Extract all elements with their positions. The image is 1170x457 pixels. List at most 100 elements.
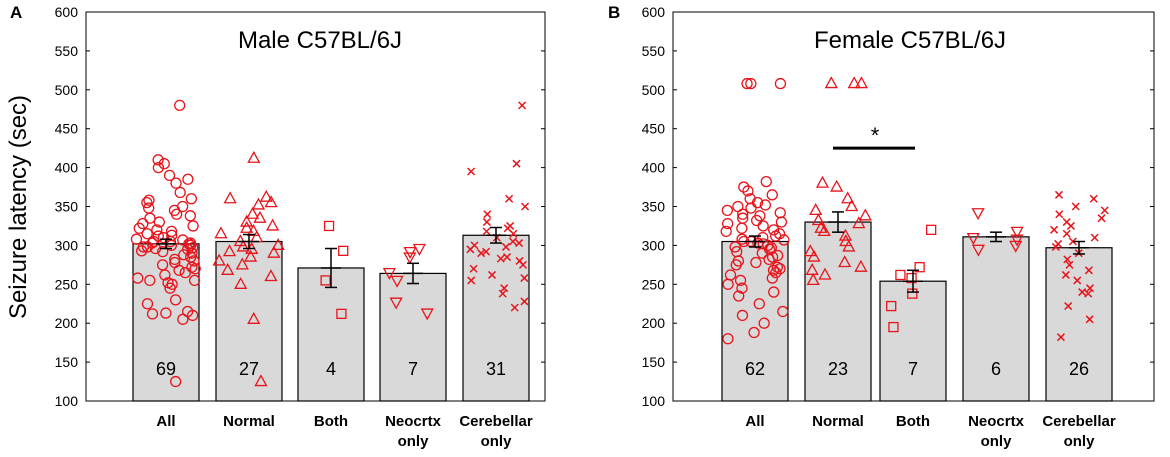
data-point	[165, 225, 178, 238]
category-label: Cerebellar	[459, 413, 533, 430]
data-point	[512, 159, 521, 168]
data-point	[496, 254, 505, 263]
data-point	[768, 286, 780, 298]
y-tick-label: 600	[55, 4, 79, 20]
data-point	[222, 244, 237, 257]
data-point	[266, 218, 280, 231]
data-point	[467, 276, 476, 285]
data-point	[338, 245, 349, 256]
data-point	[738, 181, 750, 193]
data-point	[766, 189, 778, 201]
data-point	[1065, 260, 1074, 269]
data-point	[234, 276, 248, 289]
data-point	[188, 274, 201, 287]
data-point	[745, 77, 757, 90]
data-point	[412, 243, 427, 256]
data-point	[748, 326, 760, 339]
category-label: All	[156, 413, 175, 430]
data-point	[518, 101, 527, 110]
data-point	[403, 246, 417, 259]
data-point	[886, 300, 897, 312]
data-point	[1089, 194, 1098, 203]
data-point	[750, 256, 762, 269]
data-point	[1084, 266, 1093, 275]
category-label: Cerebellar	[1042, 413, 1116, 430]
data-point	[177, 200, 189, 213]
data-point	[758, 317, 770, 329]
data-point	[971, 244, 985, 257]
data-point	[771, 261, 783, 273]
data-point	[841, 191, 855, 204]
y-tick-label: 250	[642, 276, 666, 292]
n-label: 6	[991, 359, 1001, 379]
data-point	[1085, 284, 1095, 293]
data-point	[774, 263, 786, 275]
bar	[379, 272, 447, 402]
data-point	[152, 161, 165, 174]
data-point	[772, 249, 784, 262]
data-point	[845, 199, 859, 212]
data-point	[158, 158, 170, 170]
chart-panel-A: A Male C57BL/6J 100 150 200 250 300 350 400 450 50…	[10, 3, 546, 450]
data-point	[389, 297, 403, 310]
data-point	[803, 244, 817, 257]
data-point	[182, 173, 194, 185]
panel-label: A	[10, 3, 22, 22]
data-point	[729, 241, 741, 253]
data-point	[144, 274, 156, 287]
y-tick-label: 500	[55, 82, 79, 98]
data-point	[760, 175, 772, 188]
data-point	[184, 210, 196, 222]
data-point	[745, 202, 757, 214]
data-point	[160, 307, 172, 319]
data-point	[766, 272, 778, 284]
y-tick-label: 450	[55, 121, 79, 137]
data-point	[254, 374, 268, 387]
data-point	[1064, 302, 1073, 311]
data-point	[505, 194, 514, 203]
data-point	[470, 241, 479, 250]
data-point	[146, 237, 158, 249]
data-point	[469, 264, 478, 273]
data-point	[181, 305, 194, 318]
data-point	[244, 249, 258, 262]
data-point	[323, 220, 335, 232]
data-point	[773, 228, 786, 240]
y-tick-label: 300	[55, 237, 79, 253]
data-point	[1068, 237, 1077, 246]
data-point	[731, 245, 743, 258]
data-point	[914, 262, 925, 273]
y-tick-label: 200	[642, 315, 666, 331]
data-point	[144, 212, 156, 224]
panel-label: B	[608, 3, 620, 22]
y-tick-label: 100	[642, 393, 666, 409]
data-point	[132, 272, 144, 284]
y-tick-label: 250	[55, 276, 79, 292]
data-point	[506, 221, 515, 230]
data-point	[805, 262, 819, 275]
data-point	[736, 222, 748, 234]
data-point	[1071, 202, 1080, 211]
category-label: Both	[314, 413, 348, 430]
data-point	[143, 202, 155, 214]
category-label: Normal	[812, 413, 864, 430]
n-label: 23	[828, 359, 848, 379]
data-point	[774, 77, 787, 90]
category-label: Normal	[223, 413, 275, 430]
data-point	[741, 77, 753, 90]
data-point	[838, 255, 852, 268]
data-point	[156, 259, 169, 271]
data-point	[744, 193, 756, 205]
data-point	[971, 208, 985, 221]
category-label: only	[481, 433, 512, 450]
data-point	[259, 189, 273, 202]
data-point	[501, 242, 510, 251]
data-point	[141, 298, 154, 310]
y-tick-label: 550	[55, 43, 79, 59]
data-point	[251, 197, 266, 210]
data-point	[382, 267, 397, 280]
data-point	[721, 204, 733, 217]
data-point	[188, 255, 200, 267]
y-tick-label: 400	[55, 160, 79, 176]
